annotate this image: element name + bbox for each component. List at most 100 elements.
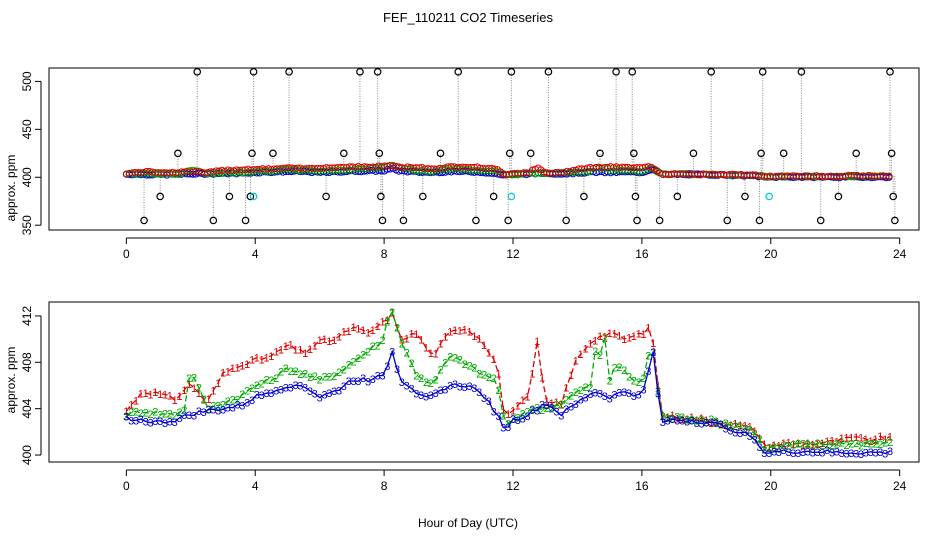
series-marker-2: 2 [776,442,782,454]
series-marker-2: 2 [394,322,400,334]
series-marker-1: 1 [602,331,608,343]
series-marker-2: 2 [428,378,434,390]
series-marker-2: 2 [882,438,888,450]
series-marker-1: 1 [829,435,835,447]
series-marker-3: 3 [626,388,632,400]
series-marker-3: 3 [234,400,240,412]
outlier-point [631,192,640,201]
series-marker-3: 3 [404,380,410,392]
series-point [885,172,893,180]
series-marker-1: 1 [181,385,187,397]
outlier-point [816,216,825,225]
series-marker-1: 1 [843,432,849,444]
series-marker-1: 1 [370,325,376,337]
series-marker-3: 3 [278,384,284,396]
series-marker-3: 3 [718,419,724,431]
series-marker-3: 3 [529,405,535,417]
series-marker-3: 3 [321,390,327,402]
series-marker-1: 1 [703,415,709,427]
series-marker-3: 3 [868,447,874,459]
series-marker-3: 3 [597,388,603,400]
series-marker-2: 2 [181,405,187,417]
series-marker-2: 2 [713,416,719,428]
series-marker-3: 3 [408,383,414,395]
series-marker-1: 1 [578,349,584,361]
series-marker-2: 2 [771,442,777,454]
series-marker-2: 2 [447,351,453,363]
series-marker-3: 3 [611,389,617,401]
series-marker-2: 2 [312,371,318,383]
series-marker-2: 2 [863,438,869,450]
series-marker-1: 1 [133,395,139,407]
series-marker-3: 3 [350,376,356,388]
series-marker-1: 1 [592,336,598,348]
series-marker-1: 1 [684,414,690,426]
series-marker-2: 2 [805,439,811,451]
series-marker-1: 1 [191,383,197,395]
outlier-point [741,192,749,201]
series-marker-2: 2 [481,370,487,382]
outlier-point [673,192,682,201]
series-marker-1: 1 [640,329,646,341]
series-marker-2: 2 [515,413,521,425]
series-marker-3: 3 [210,404,216,416]
series-marker-1: 1 [877,431,883,443]
x-tick-label: 8 [381,479,388,493]
series-marker-3: 3 [539,400,545,412]
outlier-point [689,149,698,158]
series-marker-1: 1 [408,329,414,341]
series-marker-2: 2 [418,373,424,385]
series-marker-1: 1 [312,340,318,352]
series-marker-1: 1 [123,406,129,418]
series-marker-3: 3 [602,391,608,403]
series-marker-3: 3 [312,389,318,401]
series-marker-3: 3 [505,422,511,434]
series-marker-2: 2 [302,369,308,381]
series-marker-1: 1 [205,394,211,406]
series-marker-3: 3 [259,390,265,402]
series-marker-2: 2 [626,371,632,383]
outlier-point [757,149,765,158]
series-marker-3: 3 [384,361,390,373]
series-marker-3: 3 [172,417,178,429]
series-marker-3: 3 [331,386,337,398]
series-marker-3: 3 [244,397,250,409]
chart-title: FEF_110211 CO2 Timeseries [383,10,554,25]
series-marker-1: 1 [230,363,236,375]
outlier-point [707,68,715,76]
series-marker-3: 3 [524,411,530,423]
series-marker-2: 2 [592,346,598,358]
series-marker-1: 1 [500,404,506,416]
series-marker-2: 2 [399,339,405,351]
y-tick-label: 450 [20,119,34,139]
outlier-point [193,68,202,76]
series-marker-3: 3 [645,366,651,378]
series-marker-2: 2 [800,438,806,450]
series-marker-1: 1 [350,322,356,334]
series-marker-1: 1 [476,333,482,345]
series-marker-3: 3 [143,416,149,428]
series-marker-3: 3 [621,387,627,399]
series-marker-3: 3 [785,447,791,459]
series-marker-2: 2 [384,316,390,328]
series-marker-3: 3 [394,364,400,376]
series-marker-1: 1 [297,345,303,357]
series-marker-1: 1 [858,432,864,444]
series-marker-2: 2 [230,395,236,407]
outlier-point [489,192,498,201]
series-marker-1: 1 [553,397,559,409]
series-marker-3: 3 [336,385,342,397]
series-marker-2: 2 [201,394,207,406]
series-marker-2: 2 [462,359,468,371]
series-marker-1: 1 [259,354,265,366]
series-marker-1: 1 [573,355,579,367]
series-marker-3: 3 [486,396,492,408]
series-marker-1: 1 [785,438,791,450]
series-marker-1: 1 [882,434,888,446]
series-marker-3: 3 [326,388,332,400]
series-marker-2: 2 [611,362,617,374]
series-marker-1: 1 [650,338,656,350]
outlier-point [209,216,218,225]
y-axis-label-bottom: approx. ppm [4,347,18,414]
series-marker-1: 1 [317,335,323,347]
